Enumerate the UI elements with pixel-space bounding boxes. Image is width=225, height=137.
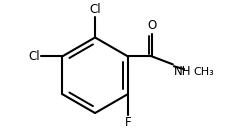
- Text: CH₃: CH₃: [193, 67, 214, 77]
- Text: NH: NH: [173, 65, 191, 78]
- Text: O: O: [147, 19, 156, 32]
- Text: Cl: Cl: [89, 3, 101, 16]
- Text: Cl: Cl: [29, 50, 40, 63]
- Text: F: F: [124, 116, 131, 129]
